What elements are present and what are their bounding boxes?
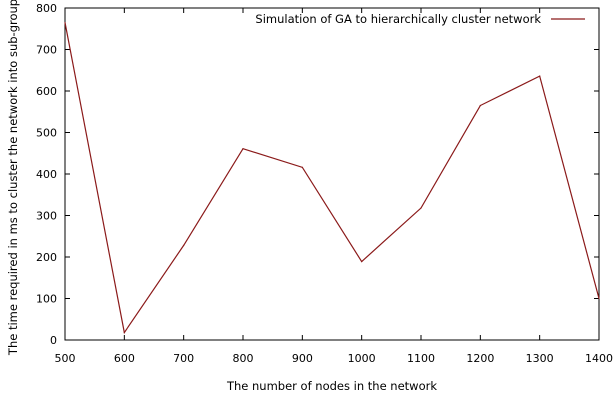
x-axis-label: The number of nodes in the network: [226, 379, 437, 393]
x-tick-label: 900: [292, 352, 313, 365]
x-tick-label: 1200: [466, 352, 494, 365]
y-tick-label: 500: [36, 127, 57, 140]
y-tick-label: 0: [50, 334, 57, 347]
y-tick-label: 800: [36, 2, 57, 15]
data-point: [183, 244, 185, 246]
y-tick-label: 300: [36, 210, 57, 223]
plot-frame: [64, 7, 600, 341]
y-axis-label: The time required in ms to cluster the n…: [6, 0, 20, 356]
data-point: [301, 166, 303, 168]
series-line: [64, 22, 600, 335]
x-tick-label: 1000: [348, 352, 376, 365]
x-tick-label: 1400: [585, 352, 613, 365]
data-point: [361, 260, 363, 263]
legend: Simulation of GA to hierarchically clust…: [255, 12, 585, 26]
data-point: [242, 148, 244, 150]
x-axis-ticks: 500 600 700 800 900 1000 1100 1200 1300 1400: [55, 8, 613, 365]
series-layer: [64, 21, 600, 335]
data-point: [598, 297, 600, 300]
data-point: [479, 104, 481, 107]
data-point: [64, 21, 66, 24]
data-point: [539, 75, 541, 77]
y-axis-ticks: 0 100 200 300 400 500 600 700 800: [36, 2, 599, 347]
x-tick-label: 800: [233, 352, 254, 365]
y-tick-label: 600: [36, 85, 57, 98]
data-point: [123, 331, 125, 334]
y-tick-label: 700: [36, 44, 57, 57]
x-tick-label: 600: [114, 352, 135, 365]
y-tick-label: 100: [36, 293, 57, 306]
y-tick-label: 400: [36, 168, 57, 181]
x-tick-label: 500: [55, 352, 76, 365]
legend-label: Simulation of GA to hierarchically clust…: [255, 12, 541, 26]
x-tick-label: 1100: [407, 352, 435, 365]
x-tick-label: 1300: [526, 352, 554, 365]
x-tick-label: 700: [173, 352, 194, 365]
data-point: [420, 207, 422, 209]
y-tick-label: 200: [36, 251, 57, 264]
